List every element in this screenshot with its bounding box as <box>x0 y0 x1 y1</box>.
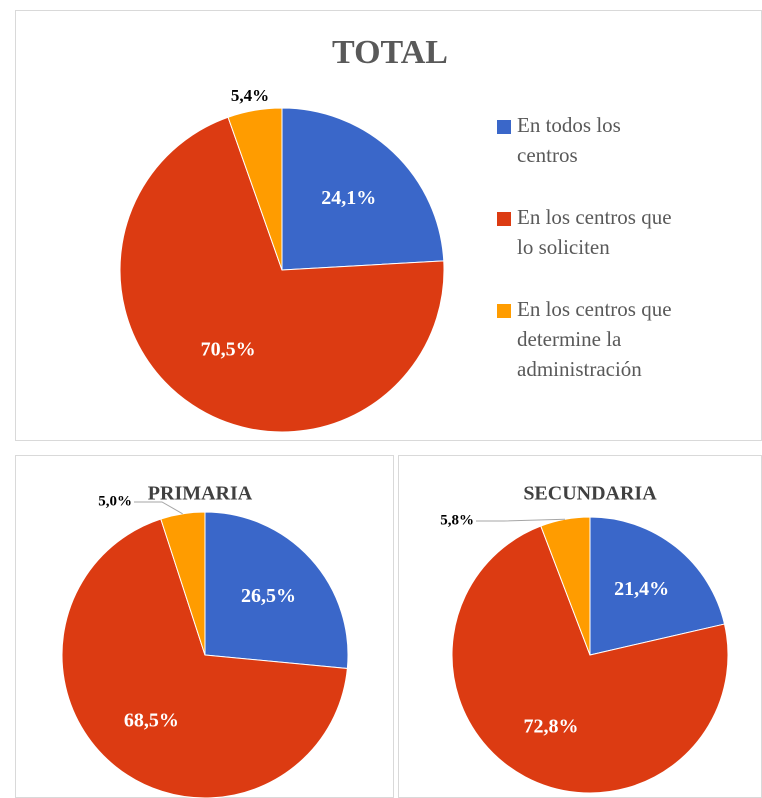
legend-label: En todos los centros <box>517 113 621 167</box>
legend-swatch <box>497 120 511 134</box>
pie-slice <box>451 525 729 794</box>
leader-line <box>476 518 566 522</box>
data-label: 21,4% <box>614 578 669 600</box>
data-label: 26,5% <box>241 585 296 607</box>
pie-slice <box>61 518 348 798</box>
chart-title: SECUNDARIA <box>523 483 657 505</box>
data-label: 5,4% <box>231 86 269 105</box>
chart-title: TOTAL <box>332 34 448 71</box>
legend-label: En los centros que lo soliciten <box>517 205 672 259</box>
data-label: 5,8% <box>440 512 474 528</box>
data-label: 68,5% <box>124 710 179 732</box>
data-label: 24,1% <box>321 187 376 209</box>
legend-swatch <box>497 304 511 318</box>
data-label: 5,0% <box>98 493 132 509</box>
pie-slice <box>204 511 349 670</box>
data-label: 70,5% <box>201 338 256 360</box>
pie-slice <box>119 116 445 433</box>
legend-swatch <box>497 212 511 226</box>
chart-title: PRIMARIA <box>148 483 253 505</box>
legend-label: En los centros que determine la administra… <box>517 297 672 381</box>
pie-slice <box>589 516 726 656</box>
pie-slice <box>227 107 283 271</box>
leader-line <box>134 501 183 515</box>
pie-slice <box>160 511 206 656</box>
pie-slice <box>281 107 445 271</box>
data-label: 72,8% <box>524 716 579 738</box>
